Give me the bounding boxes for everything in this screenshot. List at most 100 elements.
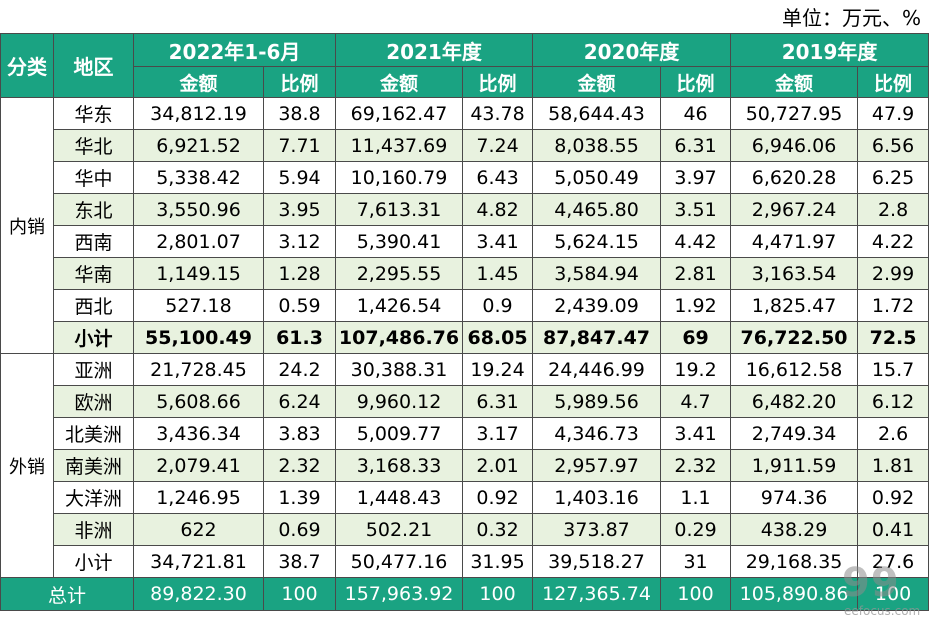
amount-cell: 1,911.59 bbox=[730, 449, 859, 482]
amount-cell: 1,825.47 bbox=[730, 289, 859, 322]
amount-cell: 50,477.16 bbox=[335, 545, 464, 578]
ratio-cell: 1.39 bbox=[262, 481, 337, 514]
table-row: 华中 5,338.42 5.94 10,160.79 6.43 5,050.49 3.97 6… bbox=[1, 161, 929, 194]
amount-cell: 1,426.54 bbox=[335, 289, 464, 322]
amount-cell: 438.29 bbox=[730, 513, 859, 546]
amount-cell: 6,921.52 bbox=[133, 129, 264, 162]
table-row: 北美洲 3,436.34 3.83 5,009.77 3.17 4,346.73 3.41 2… bbox=[1, 417, 929, 450]
ratio-cell: 6.25 bbox=[857, 161, 929, 194]
amount-cell: 4,465.80 bbox=[532, 193, 662, 226]
amount-cell: 502.21 bbox=[335, 513, 464, 546]
amount-cell: 5,989.56 bbox=[532, 385, 662, 418]
table-row: 内销 华东 34,812.19 38.8 69,162.47 43.78 58,644.43… bbox=[0, 97, 929, 354]
amount-cell: 5,009.77 bbox=[335, 417, 464, 450]
amount-cell: 29,168.35 bbox=[730, 545, 859, 578]
subtotal-row: 小计 34,721.81 38.7 50,477.16 31.95 39,518.27 31… bbox=[1, 545, 929, 578]
amount-cell: 107,486.76 bbox=[335, 321, 464, 354]
ratio-cell: 38.7 bbox=[262, 545, 337, 578]
total-cell: 127,365.74 bbox=[532, 577, 662, 611]
total-label: 总计 bbox=[0, 577, 134, 611]
amount-cell: 6,620.28 bbox=[730, 161, 859, 194]
category-cell: 外销 bbox=[0, 353, 54, 578]
region-cell: 华南 bbox=[53, 257, 134, 290]
ratio-cell: 3.17 bbox=[462, 417, 534, 450]
table-row: 南美洲 2,079.41 2.32 3,168.33 2.01 2,957.97 2.32 1… bbox=[1, 449, 929, 482]
ratio-cell: 3.41 bbox=[660, 417, 732, 450]
table-row: 非洲 622 0.69 502.21 0.32 373.87 0.29 438.29 0.41 bbox=[1, 513, 929, 546]
header-amount: 金额 bbox=[133, 66, 264, 98]
region-cell: 南美洲 bbox=[53, 449, 134, 482]
region-cell: 小计 bbox=[53, 545, 134, 578]
amount-cell: 527.18 bbox=[133, 289, 264, 322]
amount-cell: 8,038.55 bbox=[532, 129, 662, 162]
ratio-cell: 4.42 bbox=[660, 225, 732, 258]
ratio-cell: 1.92 bbox=[660, 289, 732, 322]
region-cell: 小计 bbox=[53, 321, 134, 354]
ratio-cell: 6.12 bbox=[857, 385, 929, 418]
total-cell: 100 bbox=[660, 577, 732, 611]
amount-cell: 11,437.69 bbox=[335, 129, 464, 162]
total-row: 总计 89,822.30 100 157,963.92 100 127,365.… bbox=[0, 577, 929, 611]
ratio-cell: 0.29 bbox=[660, 513, 732, 546]
ratio-cell: 2.8 bbox=[857, 193, 929, 226]
amount-cell: 5,608.66 bbox=[133, 385, 264, 418]
amount-cell: 34,812.19 bbox=[133, 97, 264, 130]
region-cell: 西北 bbox=[53, 289, 134, 322]
header-ratio: 比例 bbox=[462, 66, 534, 98]
total-cell: 157,963.92 bbox=[335, 577, 464, 611]
ratio-cell: 2.99 bbox=[857, 257, 929, 290]
ratio-cell: 2.6 bbox=[857, 417, 929, 450]
revenue-table: 分类 地区 2022年1-6月 2021年度 2020年度 2019年度 金额 … bbox=[0, 33, 929, 611]
ratio-cell: 3.41 bbox=[462, 225, 534, 258]
amount-cell: 5,338.42 bbox=[133, 161, 264, 194]
amount-cell: 3,168.33 bbox=[335, 449, 464, 482]
amount-cell: 5,624.15 bbox=[532, 225, 662, 258]
ratio-cell: 1.1 bbox=[660, 481, 732, 514]
header-period: 2020年度 bbox=[532, 33, 732, 67]
header-category: 分类 bbox=[0, 33, 54, 98]
header-row-periods: 分类 地区 2022年1-6月 2021年度 2020年度 2019年度 bbox=[0, 33, 929, 98]
ratio-cell: 2.32 bbox=[660, 449, 732, 482]
ratio-cell: 4.22 bbox=[857, 225, 929, 258]
amount-cell: 3,550.96 bbox=[133, 193, 264, 226]
amount-cell: 2,749.34 bbox=[730, 417, 859, 450]
ratio-cell: 6.31 bbox=[660, 129, 732, 162]
ratio-cell: 3.83 bbox=[262, 417, 337, 450]
ratio-cell: 4.82 bbox=[462, 193, 534, 226]
ratio-cell: 0.92 bbox=[857, 481, 929, 514]
amount-cell: 9,960.12 bbox=[335, 385, 464, 418]
ratio-cell: 15.7 bbox=[857, 353, 929, 386]
amount-cell: 55,100.49 bbox=[133, 321, 264, 354]
amount-cell: 58,644.43 bbox=[532, 97, 662, 130]
ratio-cell: 43.78 bbox=[462, 97, 534, 130]
amount-cell: 2,957.97 bbox=[532, 449, 662, 482]
ratio-cell: 7.71 bbox=[262, 129, 337, 162]
amount-cell: 1,246.95 bbox=[133, 481, 264, 514]
ratio-cell: 5.94 bbox=[262, 161, 337, 194]
ratio-cell: 31.95 bbox=[462, 545, 534, 578]
category-cell: 内销 bbox=[0, 97, 54, 354]
amount-cell: 2,295.55 bbox=[335, 257, 464, 290]
table-body: 内销 华东 34,812.19 38.8 69,162.47 43.78 58,644.43… bbox=[0, 97, 929, 578]
ratio-cell: 0.92 bbox=[462, 481, 534, 514]
header-amount: 金额 bbox=[335, 66, 464, 98]
amount-cell: 1,448.43 bbox=[335, 481, 464, 514]
ratio-cell: 3.12 bbox=[262, 225, 337, 258]
ratio-cell: 0.59 bbox=[262, 289, 337, 322]
ratio-cell: 68.05 bbox=[462, 321, 534, 354]
ratio-cell: 0.41 bbox=[857, 513, 929, 546]
amount-cell: 30,388.31 bbox=[335, 353, 464, 386]
amount-cell: 50,727.95 bbox=[730, 97, 859, 130]
amount-cell: 4,346.73 bbox=[532, 417, 662, 450]
header-period: 2022年1-6月 bbox=[132, 33, 337, 67]
total-cell: 89,822.30 bbox=[133, 577, 264, 611]
table-row: 欧洲 5,608.66 6.24 9,960.12 6.31 5,989.56 4.7 6,4… bbox=[1, 385, 929, 418]
amount-cell: 39,518.27 bbox=[532, 545, 662, 578]
table-row: 外销 亚洲 21,728.45 24.2 30,388.31 19.24 24,446.99… bbox=[0, 353, 929, 578]
ratio-cell: 6.24 bbox=[262, 385, 337, 418]
ratio-cell: 1.28 bbox=[262, 257, 337, 290]
amount-cell: 21,728.45 bbox=[133, 353, 264, 386]
table-row: 大洋洲 1,246.95 1.39 1,448.43 0.92 1,403.16 1.1 97… bbox=[1, 481, 929, 514]
subtotal-row: 小计 55,100.49 61.3 107,486.76 68.05 87,847.47 6… bbox=[1, 321, 929, 354]
amount-cell: 5,050.49 bbox=[532, 161, 662, 194]
